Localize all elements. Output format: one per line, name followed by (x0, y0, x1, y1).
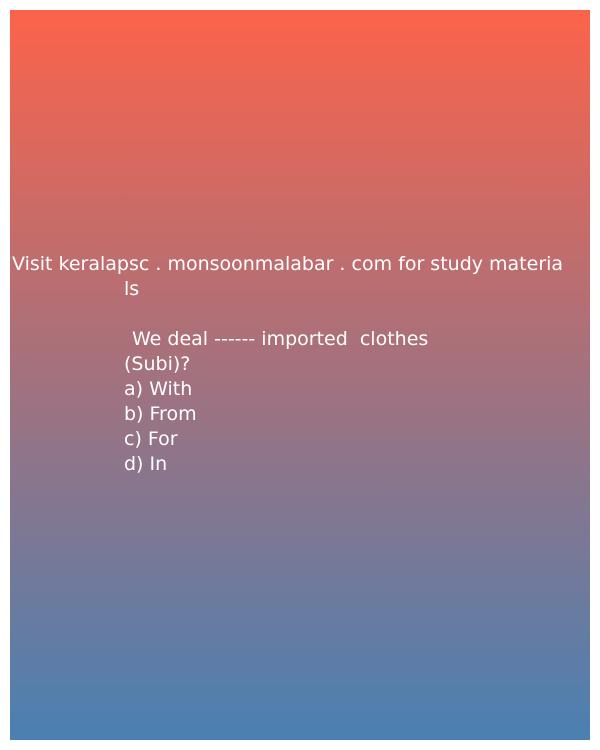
question: We deal ------ imported clothes (132, 328, 429, 350)
option: c) For (124, 428, 178, 450)
banner-wrap: ls (124, 278, 140, 300)
option: a) With (124, 378, 193, 400)
option: d) In (124, 453, 168, 475)
option: b) From (124, 403, 197, 425)
banner: Visit keralapsc . monsoonmalabar . com f… (12, 253, 564, 275)
subject: (Subi)? (124, 353, 191, 375)
card: Visit keralapsc . monsoonmalabar . com f… (10, 10, 590, 740)
